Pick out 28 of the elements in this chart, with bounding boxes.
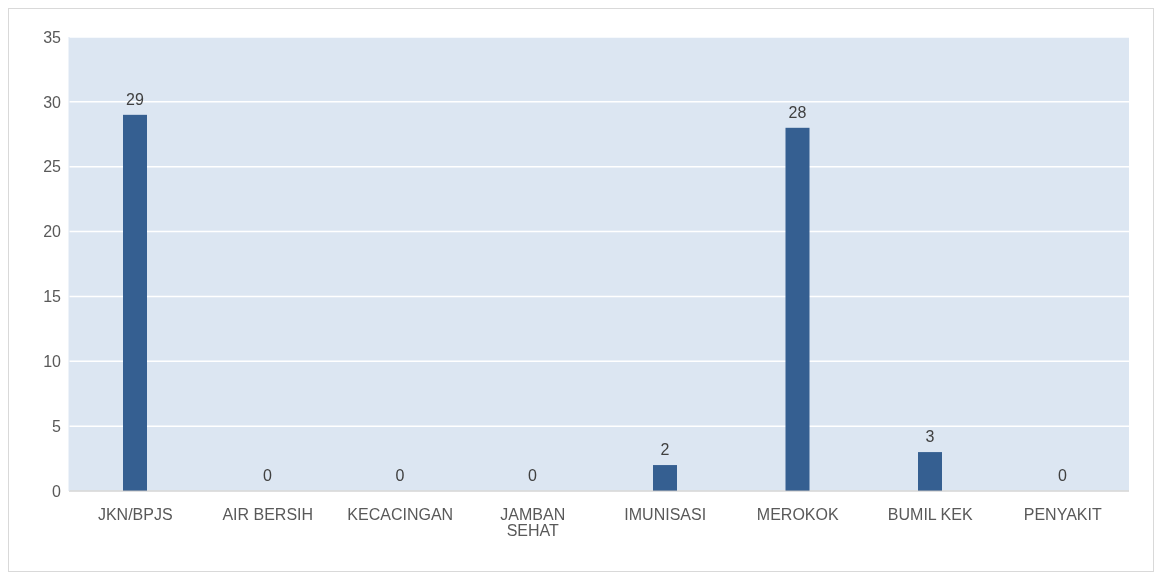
y-tick-label: 5 (52, 417, 62, 435)
x-tick-label: JKN/BPJS (97, 506, 173, 524)
x-tick-label: MEROKOK (756, 506, 839, 524)
y-tick-label: 30 (43, 93, 62, 111)
x-tick-label: AIR BERSIH (222, 506, 314, 524)
y-tick-label: 0 (52, 482, 62, 500)
bar (653, 465, 677, 491)
bar (123, 114, 147, 491)
x-tick-label: PENYAKIT (1023, 506, 1102, 524)
x-tick-label: JAMBAN SEHAT (500, 506, 566, 540)
data-label: 28 (788, 103, 807, 121)
data-label: 0 (395, 467, 405, 484)
x-tick-label: IMUNISASI (624, 506, 707, 524)
y-tick-label: 35 (43, 28, 62, 46)
bar (918, 452, 942, 491)
y-tick-label: 20 (43, 223, 62, 241)
x-tick-label: BUMIL KEK (887, 506, 973, 524)
y-tick-label: 15 (43, 288, 62, 306)
y-tick-label: 10 (43, 352, 62, 370)
y-tick-label: 25 (43, 158, 62, 176)
data-label: 0 (1058, 467, 1068, 484)
bar (785, 127, 810, 491)
data-label: 0 (263, 467, 273, 484)
x-tick-label: KECACINGAN (347, 506, 454, 524)
data-label: 29 (126, 90, 144, 108)
data-label: 0 (528, 467, 538, 484)
data-label: 2 (660, 441, 670, 459)
data-label: 3 (925, 428, 935, 446)
